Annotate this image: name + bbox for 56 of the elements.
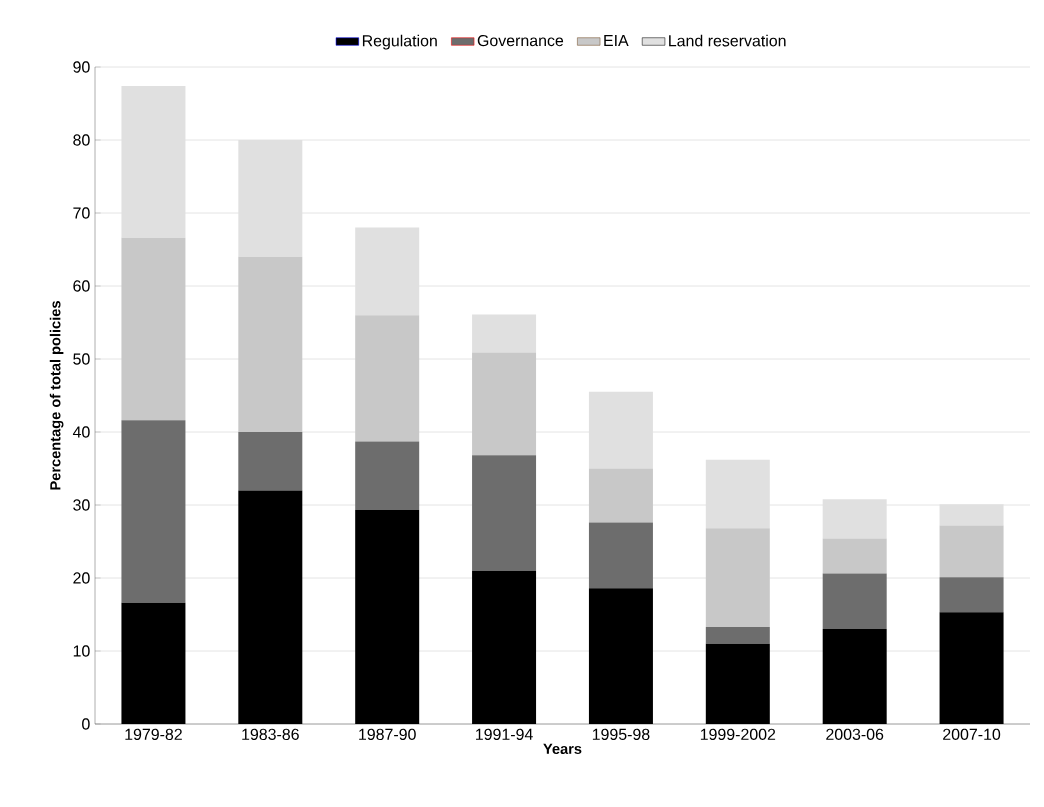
bar xyxy=(121,85,186,238)
bar xyxy=(238,490,303,724)
x-tick-label: 1979-82 xyxy=(125,728,182,740)
bar xyxy=(472,455,537,571)
bar xyxy=(588,588,653,724)
bar xyxy=(705,459,770,529)
bar xyxy=(939,612,1004,724)
bar xyxy=(472,352,537,456)
bar xyxy=(472,570,537,724)
bar xyxy=(705,643,770,724)
x-tick-label: 1995-98 xyxy=(592,728,650,740)
x-axis-title: Years xyxy=(543,743,582,754)
y-tick-label: 0 xyxy=(82,718,90,730)
bar xyxy=(238,432,303,491)
bar xyxy=(822,629,887,724)
y-tick-label: 50 xyxy=(73,353,90,365)
bar xyxy=(355,227,420,316)
bar xyxy=(939,525,1004,578)
bar xyxy=(705,528,770,627)
bar xyxy=(121,602,186,724)
y-tick-label: 20 xyxy=(73,572,90,584)
y-tick-label: 90 xyxy=(73,61,90,73)
x-tick-label: 1983-86 xyxy=(242,728,299,740)
y-tick-label: 80 xyxy=(73,134,90,146)
bar xyxy=(472,314,537,353)
bar xyxy=(238,256,303,432)
bar xyxy=(355,315,420,442)
bar xyxy=(355,441,420,511)
y-tick-label: 60 xyxy=(73,280,90,292)
y-tick-label: 40 xyxy=(72,426,90,438)
bar xyxy=(822,538,887,574)
bar xyxy=(238,140,303,257)
x-tick-label: 1991-94 xyxy=(476,728,533,740)
x-tick-label: 1987-90 xyxy=(359,728,416,740)
bar xyxy=(939,504,1004,526)
bar xyxy=(822,499,887,539)
bar xyxy=(705,626,770,644)
x-tick-label: 2007-10 xyxy=(943,728,1001,740)
x-tick-label: 1999-2002 xyxy=(700,728,776,740)
x-tick-label: 2003-06 xyxy=(826,728,884,740)
y-axis-title: Percentage of total policies xyxy=(49,301,64,490)
legend-label: EIA xyxy=(604,35,629,46)
bar xyxy=(355,510,420,724)
y-tick-label: 70 xyxy=(73,207,90,219)
bar xyxy=(121,420,186,603)
bar xyxy=(588,522,653,589)
bar xyxy=(588,391,653,469)
bar xyxy=(822,573,887,630)
y-tick-label: 30 xyxy=(73,499,90,511)
bar xyxy=(939,577,1004,613)
y-tick-label: 10 xyxy=(73,645,90,657)
bar xyxy=(121,237,186,421)
bar xyxy=(588,468,653,523)
legend-label: Governance xyxy=(477,34,564,47)
legend-label: Land reservation xyxy=(669,34,786,47)
legend-label: Regulation xyxy=(362,34,437,50)
